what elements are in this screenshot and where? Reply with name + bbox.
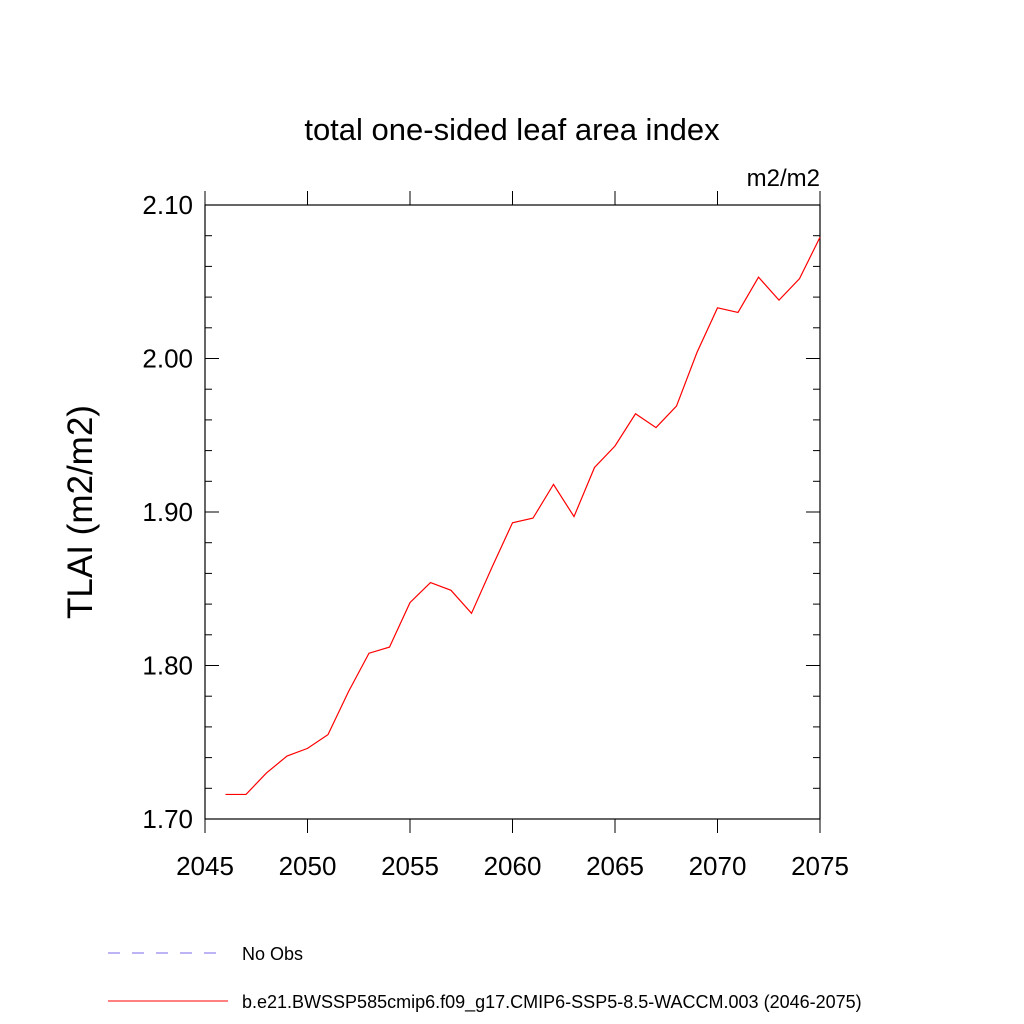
y-tick-label: 2.00 [142,344,193,374]
series-layer [225,236,821,796]
y-tick-label: 1.70 [142,804,193,834]
x-tick-label: 2065 [586,851,644,881]
y-axis-label: TLAI (m2/m2) [61,405,100,619]
x-tick-label: 2055 [381,851,439,881]
x-tick-label: 2070 [689,851,747,881]
y-tick-label: 1.90 [142,497,193,527]
axes-group: 1.70 1.80 1.90 2.00 2.10 2045 2050 2055 2060 2065… [142,190,849,881]
legend: No Obs b.e21.BWSSP585cmip6.f09_g17.CMIP6-… [108,944,862,1013]
series-line [225,236,821,796]
x-tick-label: 2045 [176,851,234,881]
plot-frame [204,204,821,820]
x-tick-label: 2060 [484,851,542,881]
legend-label: No Obs [242,944,303,964]
y-tick-label: 2.10 [142,190,193,220]
chart-title: total one-sided leaf area index [304,112,720,147]
units-label: m2/m2 [747,165,820,192]
x-tick-label: 2050 [279,851,337,881]
y-tick-label: 1.80 [142,651,193,681]
legend-label: b.e21.BWSSP585cmip6.f09_g17.CMIP6-SSP5-8… [242,992,862,1013]
x-tick-label: 2075 [791,851,849,881]
